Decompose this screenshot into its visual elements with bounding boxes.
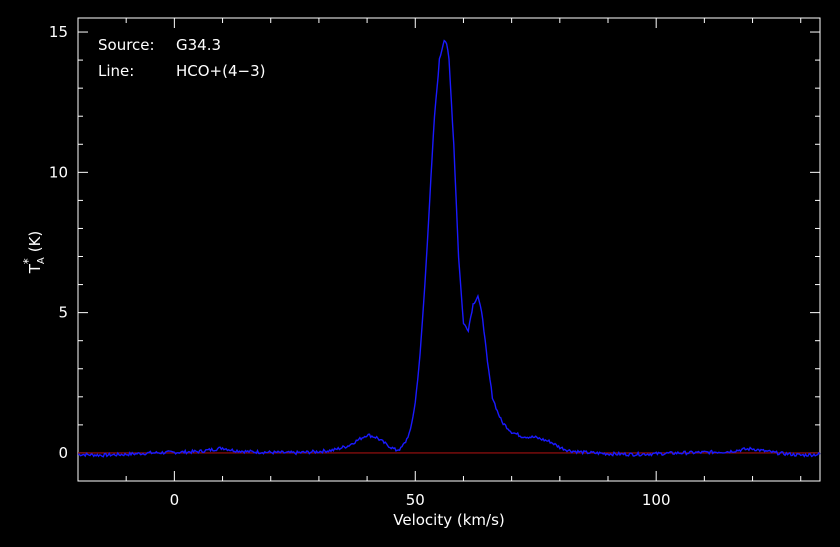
y-axis-sub: A — [36, 257, 47, 264]
plot-frame — [77, 17, 821, 482]
tick-labels: 0 50 100 0 5 10 15 — [49, 23, 671, 509]
x-tick-label: 100 — [642, 491, 671, 509]
y-tick-label: 0 — [58, 444, 68, 462]
spectrum-line — [77, 39, 821, 458]
source-key: Source: — [98, 36, 155, 54]
x-tick-label: 50 — [406, 491, 425, 509]
y-tick-label: 5 — [58, 304, 68, 322]
y-tick-label: 15 — [49, 23, 68, 41]
y-axis-unit: (K) — [26, 231, 44, 253]
y-tick-label: 10 — [49, 163, 68, 181]
source-value: G34.3 — [176, 36, 221, 54]
axis-ticks — [77, 18, 820, 482]
y-axis-base: T — [26, 263, 44, 274]
x-axis-label: Velocity (km/s) — [393, 511, 504, 529]
svg-text:TA*(K): TA* (K) — [21, 231, 47, 275]
y-axis-label: TA* (K) — [21, 231, 47, 275]
line-key: Line: — [98, 62, 134, 80]
line-value: HCO+(4−3) — [176, 62, 266, 80]
y-axis-sup: * — [21, 258, 35, 264]
x-tick-label: 0 — [170, 491, 180, 509]
